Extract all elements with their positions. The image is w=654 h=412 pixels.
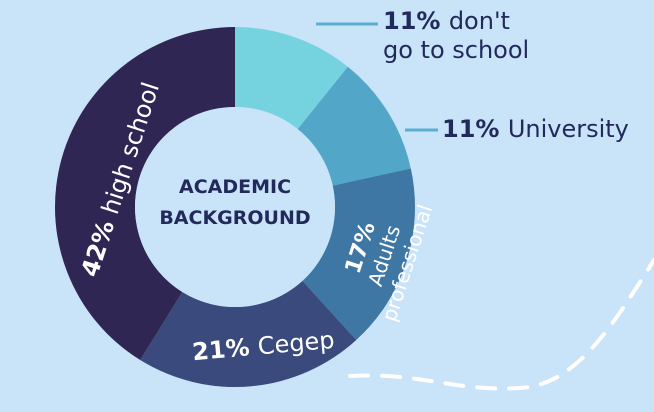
donut-slice-4 (140, 280, 357, 387)
leader-lines (316, 22, 438, 132)
donut-slice-3 (302, 168, 416, 341)
center-circle (135, 107, 335, 307)
label-university-text: University (508, 115, 629, 143)
donut-slice-1 (235, 27, 348, 130)
label-cegep-percent: 21% (191, 333, 259, 367)
center-title-line-1: ACADEMIC (179, 176, 291, 198)
label-dont-go-to-school-text-line-1: don't (449, 7, 510, 35)
donut-slices (54, 27, 416, 387)
label-cegep-word: Cegep (257, 326, 336, 361)
decorative-dashed-curve (348, 258, 654, 391)
label-dont-go-to-school-percent: 11% (383, 7, 449, 35)
donut-slice-2 (297, 66, 411, 186)
donut-slice-5 (54, 27, 236, 361)
label-university-percent: 11% (442, 115, 508, 143)
label-university: 11% University (442, 115, 629, 143)
center-title-line-2: BACKGROUND (159, 207, 310, 229)
label-dont-go-to-school-line-2: go to school (383, 36, 529, 64)
label-cegep: 21% Cegep (191, 326, 335, 366)
label-cegep-text: 21% Cegep (191, 326, 335, 366)
label-dont-go-to-school: 11% don't (383, 7, 510, 35)
